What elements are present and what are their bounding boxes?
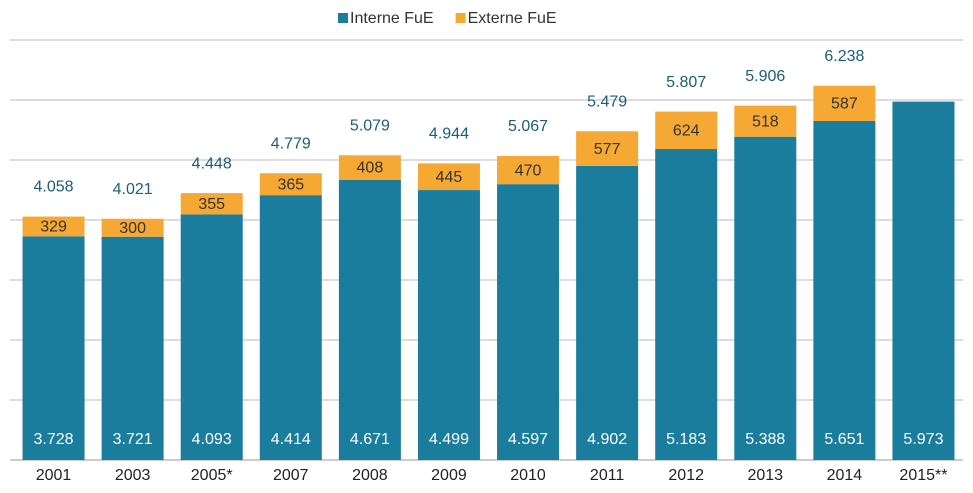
value-label: 587 <box>831 96 858 113</box>
total-label: 4.944 <box>429 126 469 143</box>
x-tick-label: 2012 <box>668 467 704 484</box>
total-label: 4.779 <box>271 135 311 152</box>
total-label: 5.479 <box>587 93 627 110</box>
legend-swatch <box>338 13 348 23</box>
x-tick-label: 2010 <box>510 467 546 484</box>
total-label: 5.906 <box>745 68 785 85</box>
value-label: 4.671 <box>350 431 390 448</box>
value-label: 624 <box>673 123 700 140</box>
x-tick-label: 2013 <box>747 467 783 484</box>
bar-segment <box>734 136 797 460</box>
value-label: 4.499 <box>429 431 469 448</box>
bar-segment <box>497 184 560 460</box>
value-label: 577 <box>594 141 621 158</box>
x-tick-label: 2007 <box>273 467 309 484</box>
value-label: 518 <box>752 113 779 130</box>
bar-segment <box>417 190 480 460</box>
x-tick-label: 2011 <box>590 467 625 484</box>
legend-label: Externe FuE <box>468 10 557 27</box>
value-label: 4.902 <box>587 431 627 448</box>
value-label: 5.973 <box>903 431 943 448</box>
value-label: 4.414 <box>271 431 311 448</box>
value-label: 300 <box>119 220 146 237</box>
bar-segment <box>259 173 322 196</box>
value-label: 5.651 <box>824 431 864 448</box>
value-label: 4.093 <box>192 431 232 448</box>
x-tick-label: 2001 <box>36 467 72 484</box>
value-label: 3.728 <box>34 431 74 448</box>
bar-segment <box>813 85 876 121</box>
total-label: 5.067 <box>508 118 548 135</box>
bar-segment <box>259 195 322 460</box>
bar-segment <box>101 218 164 237</box>
value-label: 5.183 <box>666 431 706 448</box>
x-tick-label: 2005* <box>191 467 233 484</box>
value-label: 470 <box>515 162 542 179</box>
total-label: 6.238 <box>824 48 864 65</box>
total-label: 4.448 <box>192 155 232 172</box>
bar-segment <box>180 214 243 460</box>
value-label: 3.721 <box>113 431 153 448</box>
bar-segment <box>497 155 560 185</box>
bar-segment <box>22 216 85 237</box>
value-label: 5.388 <box>745 431 785 448</box>
bar-segment <box>576 165 639 460</box>
bar-segment <box>655 149 718 460</box>
value-label: 365 <box>277 176 304 193</box>
bar-segment <box>417 163 480 191</box>
bar-segment <box>22 236 85 460</box>
x-tick-label: 2003 <box>115 467 151 484</box>
bar-segment <box>101 236 164 460</box>
total-label: 5.079 <box>350 117 390 134</box>
legend-swatch <box>455 13 466 23</box>
value-label: 329 <box>40 219 67 236</box>
bar-segment <box>813 120 876 460</box>
bar-segment <box>338 155 401 180</box>
x-tick-label: 2008 <box>352 467 388 484</box>
total-label: 4.058 <box>34 179 74 196</box>
total-label: 4.021 <box>113 181 153 198</box>
bar-segment <box>655 111 718 150</box>
bar-segment <box>338 179 401 461</box>
bar-segment <box>892 101 955 461</box>
x-tick-label: 2014 <box>827 467 863 484</box>
value-label: 445 <box>436 169 463 186</box>
value-label: 408 <box>357 160 384 177</box>
bar-segment <box>180 193 243 215</box>
total-label: 5.807 <box>666 74 706 91</box>
bar-segment <box>734 105 797 137</box>
legend-label: Interne FuE <box>350 10 434 27</box>
x-tick-label: 2015** <box>899 467 947 484</box>
x-tick-label: 2009 <box>431 467 467 484</box>
value-label: 355 <box>198 196 225 213</box>
value-label: 4.597 <box>508 431 548 448</box>
bar-segment <box>576 131 639 166</box>
